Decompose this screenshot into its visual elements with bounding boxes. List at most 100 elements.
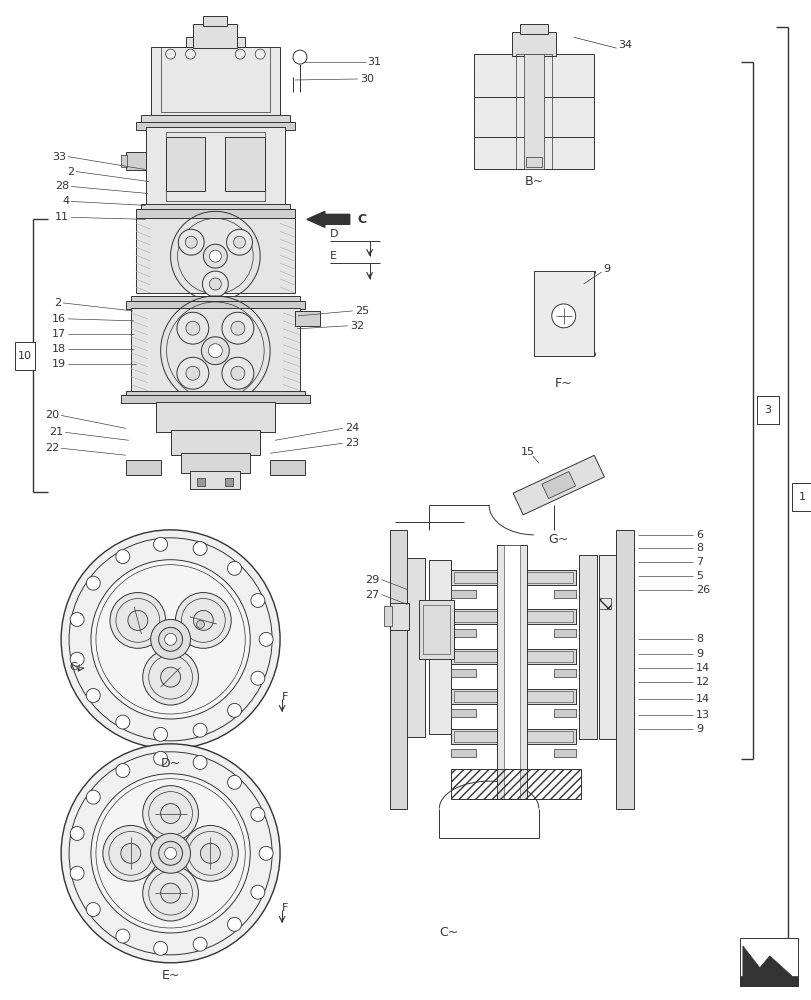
Circle shape	[193, 610, 213, 630]
Text: C~: C~	[439, 926, 458, 939]
Text: 29: 29	[365, 575, 379, 585]
Bar	[453, 731, 572, 742]
Text: 8: 8	[695, 634, 702, 644]
Bar	[533, 271, 593, 356]
Text: 25: 25	[354, 306, 368, 316]
Text: 17: 17	[52, 329, 66, 339]
Bar	[185, 37, 245, 49]
Text: 18: 18	[52, 344, 66, 354]
Bar	[791, 483, 811, 511]
Text: 14: 14	[695, 694, 710, 704]
Circle shape	[204, 244, 227, 268]
Circle shape	[143, 865, 198, 921]
Bar	[419, 600, 453, 659]
Text: D~: D~	[161, 757, 180, 770]
Bar	[553, 590, 575, 598]
Bar	[526, 157, 541, 167]
Text: 28: 28	[55, 181, 69, 191]
Bar	[451, 609, 575, 624]
Circle shape	[259, 846, 272, 860]
Text: 6: 6	[695, 530, 702, 540]
Circle shape	[121, 843, 140, 863]
Bar	[126, 460, 161, 475]
Bar	[451, 590, 475, 598]
Circle shape	[209, 278, 221, 290]
Circle shape	[178, 229, 204, 255]
Bar	[553, 749, 575, 757]
Bar	[496, 545, 526, 799]
Bar	[451, 669, 475, 677]
Text: 9: 9	[603, 264, 610, 274]
Bar	[294, 311, 320, 326]
Bar	[453, 572, 572, 583]
Circle shape	[185, 49, 195, 59]
Circle shape	[200, 843, 220, 863]
Circle shape	[230, 366, 245, 380]
Text: 34: 34	[618, 40, 632, 50]
Circle shape	[109, 593, 165, 648]
Text: 19: 19	[52, 359, 66, 369]
Circle shape	[143, 786, 198, 841]
Circle shape	[202, 271, 228, 297]
Bar	[135, 209, 294, 219]
Bar	[165, 132, 265, 201]
Circle shape	[70, 613, 84, 626]
Bar	[598, 555, 616, 739]
Text: 10: 10	[19, 351, 32, 361]
Bar	[451, 649, 575, 664]
Bar	[145, 127, 285, 206]
Bar	[270, 460, 305, 475]
Bar	[451, 709, 475, 717]
Text: D: D	[329, 229, 338, 239]
Text: F~: F~	[554, 377, 572, 390]
Bar	[161, 47, 270, 112]
Circle shape	[165, 847, 176, 859]
Bar	[225, 137, 265, 191]
Bar	[512, 32, 555, 56]
Circle shape	[91, 774, 250, 933]
Circle shape	[165, 49, 175, 59]
Circle shape	[158, 841, 182, 865]
Text: E~: E~	[161, 969, 179, 982]
Circle shape	[234, 236, 245, 248]
Circle shape	[251, 594, 264, 607]
Text: 2: 2	[54, 298, 61, 308]
Circle shape	[127, 610, 148, 630]
Bar	[423, 605, 450, 654]
Text: C: C	[358, 213, 367, 226]
Bar	[170, 430, 260, 455]
Bar	[225, 478, 233, 486]
Circle shape	[193, 723, 207, 737]
Text: 2: 2	[67, 167, 74, 177]
Bar	[578, 555, 596, 739]
Text: F: F	[281, 903, 288, 913]
Circle shape	[196, 620, 204, 628]
Bar	[429, 560, 451, 734]
Circle shape	[227, 775, 241, 789]
Circle shape	[153, 941, 167, 955]
Text: 27: 27	[365, 590, 379, 600]
Bar	[451, 629, 475, 637]
Text: 21: 21	[49, 427, 63, 437]
Text: 20: 20	[45, 410, 59, 420]
Bar	[739, 938, 796, 986]
Circle shape	[86, 790, 100, 804]
Circle shape	[227, 561, 241, 575]
Bar	[598, 598, 610, 609]
Polygon shape	[742, 946, 791, 980]
Circle shape	[209, 250, 221, 262]
Circle shape	[185, 236, 197, 248]
Circle shape	[153, 537, 167, 551]
Circle shape	[177, 357, 208, 389]
Bar	[135, 218, 294, 293]
Circle shape	[153, 751, 167, 765]
Bar	[165, 137, 205, 191]
Circle shape	[221, 312, 254, 344]
Text: 5: 5	[695, 571, 702, 581]
Bar	[204, 16, 227, 26]
Circle shape	[116, 929, 130, 943]
Circle shape	[86, 689, 100, 702]
Text: 1: 1	[798, 492, 805, 502]
Text: 4: 4	[62, 196, 69, 206]
Text: 14: 14	[695, 663, 710, 673]
